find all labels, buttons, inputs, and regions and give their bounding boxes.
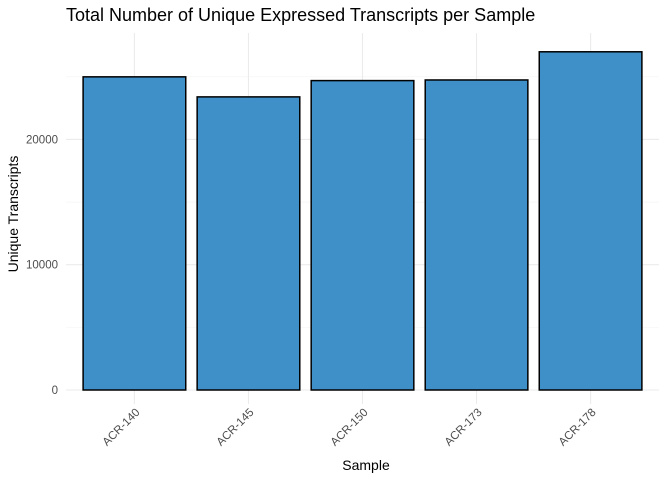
x-axis-title: Sample	[342, 457, 390, 473]
chart-title: Total Number of Unique Expressed Transcr…	[66, 5, 535, 25]
bar-acr-178	[538, 51, 643, 391]
bar-acr-140	[82, 76, 187, 391]
bar-acr-150	[310, 79, 415, 391]
y-axis-ticks: 0 10000 20000	[26, 134, 58, 397]
y-axis-title: Unique Transcripts	[5, 156, 21, 273]
y-tick-label: 20000	[26, 134, 58, 146]
bar-acr-173	[424, 79, 529, 391]
bars	[82, 51, 643, 391]
y-tick-label: 0	[52, 385, 58, 397]
bar-acr-145	[196, 96, 301, 391]
y-tick-label: 10000	[26, 260, 58, 272]
